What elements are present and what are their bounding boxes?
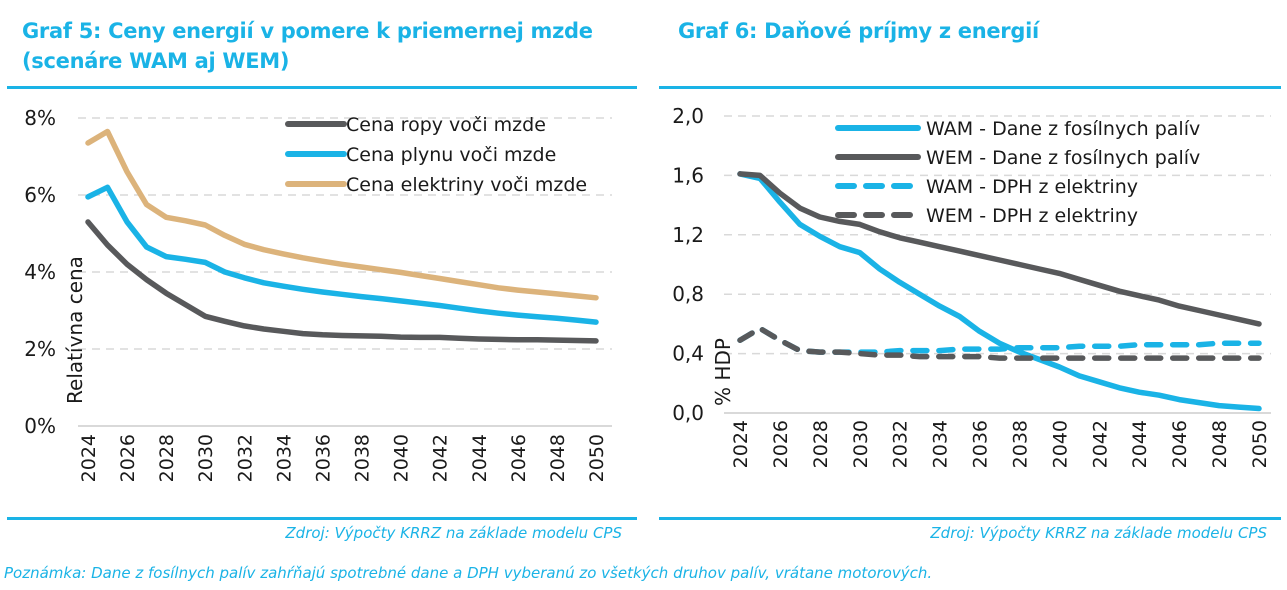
legend-label: Cena ropy voči mzde <box>346 114 546 136</box>
chart-6-top-rule <box>659 86 1281 89</box>
x-tick-label: 2034 <box>930 420 952 468</box>
chart-5-top-rule <box>7 86 637 89</box>
series-line-4 <box>737 325 1262 361</box>
x-tick-label: 2036 <box>312 434 334 482</box>
x-tick-label: 2042 <box>430 434 452 482</box>
x-tick-label: 2032 <box>234 434 256 482</box>
legend-label: WAM - DPH z elektriny <box>926 176 1138 198</box>
series-line-3 <box>737 325 1262 355</box>
x-tick-label: 2034 <box>273 434 295 482</box>
x-tick-label: 2036 <box>970 420 992 468</box>
y-tick-label: 6% <box>24 183 56 207</box>
chart-6-source: Zdroj: Výpočty KRRZ na základe modelu CP… <box>930 524 1267 542</box>
x-tick-label: 2026 <box>117 434 139 482</box>
x-tick-label: 2044 <box>1129 420 1151 468</box>
x-tick-label: 2048 <box>547 434 569 482</box>
y-tick-label: 0,4 <box>672 342 704 366</box>
chart-6-title: Graf 6: Daňové príjmy z energií <box>678 19 1039 43</box>
y-tick-label: 8% <box>24 106 56 130</box>
legend-label: Cena elektriny voči mzde <box>346 174 587 196</box>
footnote: Poznámka: Dane z fosílnych palív zahŕňaj… <box>4 564 933 582</box>
legend-label: WAM - Dane z fosílnych palív <box>926 118 1200 140</box>
x-tick-label: 2050 <box>1249 420 1271 468</box>
y-tick-label: 2% <box>24 337 56 361</box>
y-axis-label: % HDP <box>711 338 735 406</box>
x-tick-label: 2026 <box>770 420 792 468</box>
x-tick-label: 2042 <box>1089 420 1111 468</box>
x-tick-label: 2040 <box>391 434 413 482</box>
series-line-2 <box>737 171 1262 327</box>
series-line-2 <box>85 184 599 325</box>
legend-label: WEM - Dane z fosílnych palív <box>926 147 1200 169</box>
chart-5-title: Graf 5: Ceny energií v pomere k priemern… <box>22 19 593 73</box>
y-tick-label: 4% <box>24 260 56 284</box>
x-tick-label: 2038 <box>352 434 374 482</box>
chart-6-bottom-rule <box>659 517 1281 520</box>
y-tick-label: 0,8 <box>672 282 704 306</box>
x-tick-label: 2046 <box>508 434 530 482</box>
chart-5-bottom-rule <box>7 517 637 520</box>
x-tick-label: 2044 <box>469 434 491 482</box>
y-tick-label: 2,0 <box>672 104 704 128</box>
legend-label: Cena plynu voči mzde <box>346 144 556 166</box>
chart-5-source: Zdroj: Výpočty KRRZ na základe modelu CP… <box>285 524 622 542</box>
x-tick-label: 2028 <box>810 420 832 468</box>
x-tick-label: 2030 <box>850 420 872 468</box>
y-tick-label: 1,2 <box>672 223 704 247</box>
legend-label: WEM - DPH z elektriny <box>926 205 1138 227</box>
series-line-3 <box>85 128 599 301</box>
y-tick-label: 1,6 <box>672 163 704 187</box>
x-tick-label: 2024 <box>78 434 100 482</box>
x-tick-label: 2032 <box>890 420 912 468</box>
x-tick-label: 2030 <box>195 434 217 482</box>
y-tick-label: 0% <box>24 414 56 438</box>
x-tick-label: 2038 <box>1009 420 1031 468</box>
y-axis-label: Relatívna cena <box>63 256 87 404</box>
x-tick-label: 2028 <box>156 434 178 482</box>
series-line-1 <box>85 219 599 344</box>
x-tick-label: 2046 <box>1169 420 1191 468</box>
series-line-1 <box>737 171 1262 412</box>
x-tick-label: 2040 <box>1049 420 1071 468</box>
y-tick-label: 0,0 <box>672 401 704 425</box>
x-tick-label: 2050 <box>586 434 608 482</box>
x-tick-label: 2024 <box>730 420 752 468</box>
x-tick-label: 2048 <box>1209 420 1231 468</box>
